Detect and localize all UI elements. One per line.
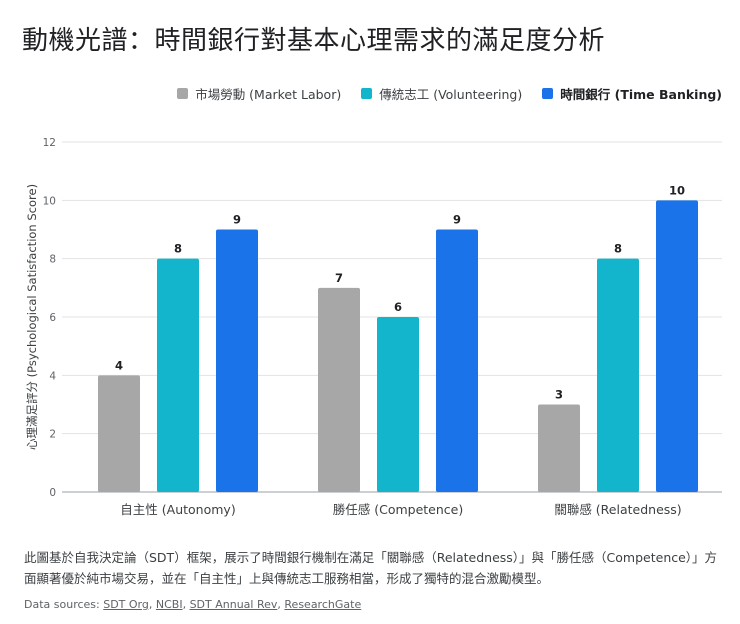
sources-separator: , bbox=[277, 598, 285, 611]
legend-item-time-banking[interactable]: 時間銀行 (Time Banking) bbox=[542, 84, 722, 103]
x-tick-label: 勝任感 (Competence) bbox=[333, 502, 463, 517]
source-link-researchgate[interactable]: ResearchGate bbox=[284, 598, 362, 611]
source-link-sdt-annual-rev[interactable]: SDT Annual Rev bbox=[189, 598, 278, 611]
bar bbox=[656, 200, 698, 493]
data-label: 9 bbox=[233, 213, 241, 227]
data-label: 3 bbox=[555, 388, 563, 402]
y-tick-label: 4 bbox=[49, 370, 56, 382]
y-tick-label: 0 bbox=[49, 487, 56, 499]
data-label: 6 bbox=[394, 300, 402, 314]
bar bbox=[318, 287, 360, 492]
data-label: 7 bbox=[335, 271, 343, 285]
source-link-ncbi[interactable]: NCBI bbox=[155, 598, 183, 611]
chart-title: 動機光譜：時間銀行對基本心理需求的滿足度分析 bbox=[22, 26, 606, 56]
bar bbox=[216, 229, 258, 492]
legend-swatch-time-banking bbox=[542, 88, 554, 99]
y-tick-label: 10 bbox=[43, 195, 56, 207]
bar-chart: 0 2 4 6 8 10 12 心理滿足評分 (Psychological Satisfact… bbox=[25, 137, 722, 517]
chart-caption: 此圖基於自我決定論（SDT）框架，展示了時間銀行機制在滿足「關聯感（Relate… bbox=[24, 550, 718, 586]
data-label: 8 bbox=[614, 242, 622, 256]
y-tick-label: 8 bbox=[49, 254, 56, 266]
sources-prefix: Data sources: bbox=[24, 598, 104, 611]
y-tick-label: 2 bbox=[49, 429, 56, 441]
bar bbox=[436, 229, 478, 492]
legend-item-volunteering[interactable]: 傳統志工 (Volunteering) bbox=[361, 84, 522, 103]
legend-label-market-labor: 市場勞動 (Market Labor) bbox=[195, 87, 342, 102]
source-link-sdt-org[interactable]: SDT Org bbox=[103, 598, 149, 611]
x-tick-label: 自主性 (Autonomy) bbox=[120, 502, 235, 517]
bar bbox=[98, 375, 140, 492]
data-label: 8 bbox=[174, 242, 182, 256]
sources-separator: , bbox=[182, 598, 190, 611]
bar bbox=[157, 258, 199, 492]
bar bbox=[597, 258, 639, 492]
data-label: 4 bbox=[115, 358, 123, 372]
y-axis-title: 心理滿足評分 (Psychological Satisfaction Score… bbox=[25, 184, 39, 450]
y-tick-label: 6 bbox=[49, 312, 56, 324]
legend-swatch-volunteering bbox=[361, 88, 373, 99]
bar bbox=[538, 404, 580, 492]
chart-legend: 市場勞動 (Market Labor) 傳統志工 (Volunteering) … bbox=[177, 84, 722, 103]
legend-swatch-market-labor bbox=[177, 88, 189, 99]
legend-label-volunteering: 傳統志工 (Volunteering) bbox=[379, 87, 523, 102]
data-sources: Data sources: SDT Org, NCBI, SDT Annual … bbox=[24, 598, 361, 611]
legend-label-time-banking: 時間銀行 (Time Banking) bbox=[560, 87, 722, 102]
data-label: 9 bbox=[453, 213, 461, 227]
data-label: 10 bbox=[669, 183, 685, 197]
y-tick-label: 12 bbox=[43, 137, 56, 149]
legend-item-market-labor[interactable]: 市場勞動 (Market Labor) bbox=[177, 84, 341, 103]
x-tick-label: 關聯感 (Relatedness) bbox=[554, 502, 681, 517]
sources-separator: , bbox=[148, 598, 156, 611]
bar bbox=[377, 317, 419, 492]
